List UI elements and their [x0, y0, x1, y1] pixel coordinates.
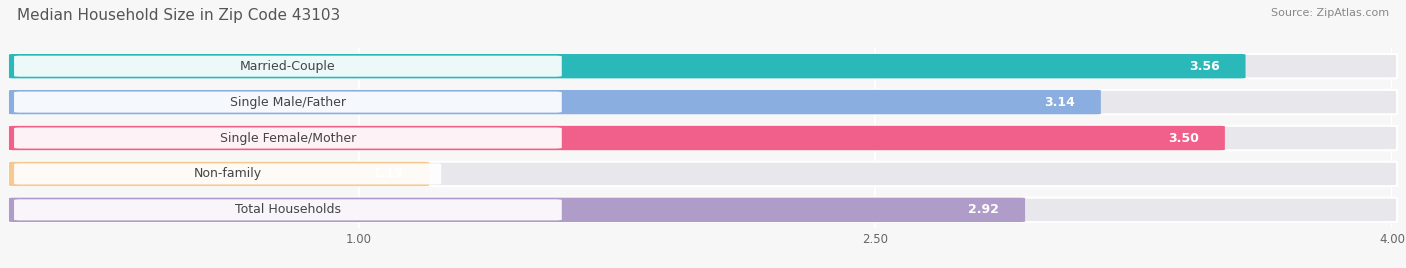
Text: Source: ZipAtlas.com: Source: ZipAtlas.com [1271, 8, 1389, 18]
Text: Single Male/Father: Single Male/Father [231, 96, 346, 109]
FancyBboxPatch shape [8, 198, 1025, 222]
FancyBboxPatch shape [8, 198, 1398, 222]
Text: Non-family: Non-family [194, 168, 262, 180]
Text: Single Female/Mother: Single Female/Mother [219, 132, 356, 144]
FancyBboxPatch shape [8, 90, 1398, 114]
Text: 2.92: 2.92 [969, 203, 1000, 216]
FancyBboxPatch shape [8, 126, 1225, 150]
Text: 3.56: 3.56 [1189, 60, 1219, 73]
FancyBboxPatch shape [14, 56, 562, 77]
Text: Total Households: Total Households [235, 203, 340, 216]
FancyBboxPatch shape [8, 54, 1398, 79]
FancyBboxPatch shape [8, 162, 1398, 186]
Text: Married-Couple: Married-Couple [240, 60, 336, 73]
Text: 1.19: 1.19 [373, 168, 404, 180]
Text: 3.14: 3.14 [1045, 96, 1076, 109]
FancyBboxPatch shape [14, 199, 562, 220]
FancyBboxPatch shape [8, 54, 1246, 79]
FancyBboxPatch shape [14, 163, 441, 184]
FancyBboxPatch shape [8, 90, 1101, 114]
Text: 3.50: 3.50 [1168, 132, 1199, 144]
Text: Median Household Size in Zip Code 43103: Median Household Size in Zip Code 43103 [17, 8, 340, 23]
FancyBboxPatch shape [14, 128, 562, 148]
FancyBboxPatch shape [14, 92, 562, 113]
FancyBboxPatch shape [8, 126, 1398, 150]
FancyBboxPatch shape [8, 162, 429, 186]
